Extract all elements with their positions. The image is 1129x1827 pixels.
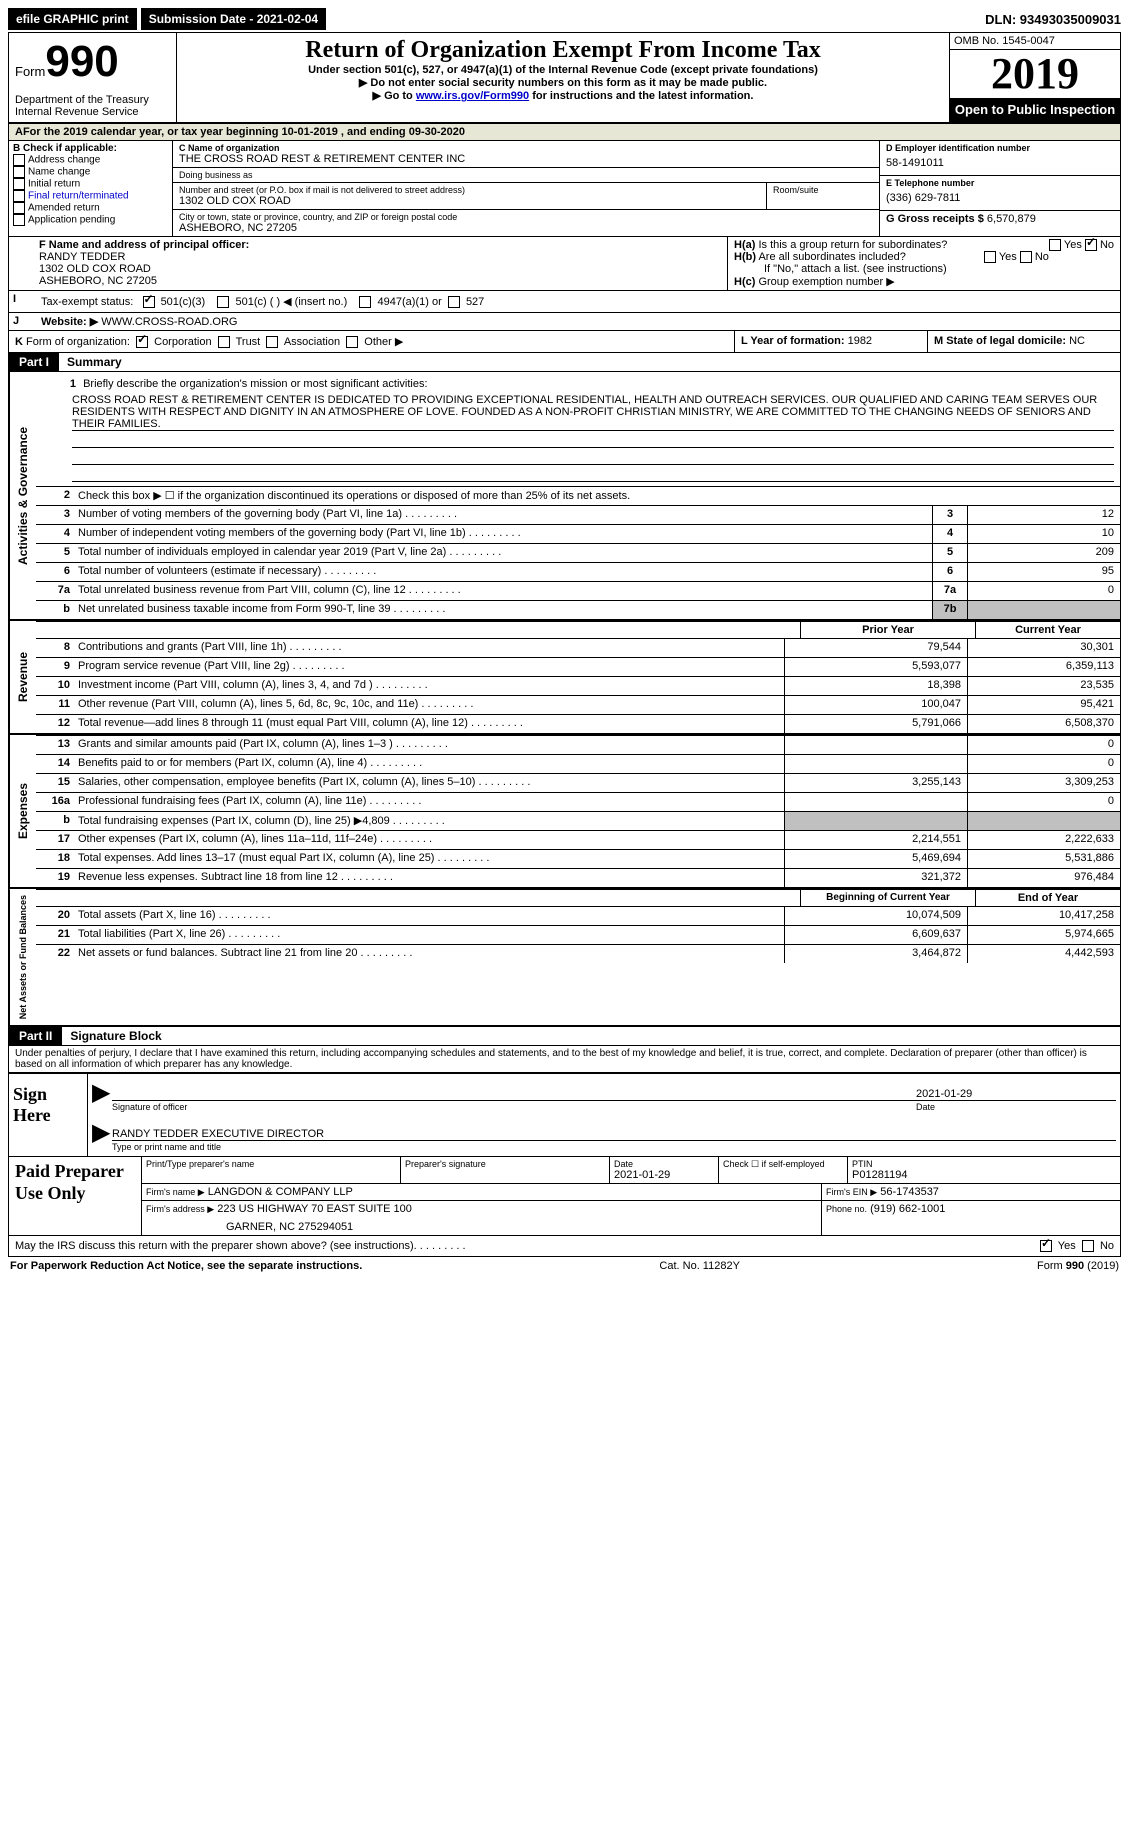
netassets-vlabel: Net Assets or Fund Balances	[9, 889, 36, 1025]
form-subtitle: Under section 501(c), 527, or 4947(a)(1)…	[181, 64, 945, 76]
top-bar: efile GRAPHIC print Submission Date - 20…	[8, 8, 1121, 30]
box-b: B Check if applicable: Address change Na…	[9, 141, 173, 236]
efile-print-btn[interactable]: efile GRAPHIC print	[8, 8, 137, 30]
activities-vlabel: Activities & Governance	[9, 372, 36, 619]
data-line: 11 Other revenue (Part VIII, column (A),…	[36, 695, 1120, 714]
data-line: 12 Total revenue—add lines 8 through 11 …	[36, 714, 1120, 733]
tax-year: 2019	[950, 50, 1120, 98]
data-line: 17 Other expenses (Part IX, column (A), …	[36, 830, 1120, 849]
inspection-label: Open to Public Inspection	[950, 98, 1120, 122]
form-org-row: K Form of organization: Corporation Trus…	[8, 331, 1121, 353]
city-cell: City or town, state or province, country…	[173, 210, 879, 236]
dln-label: DLN: 93493035009031	[985, 12, 1121, 27]
street-cell: Number and street (or P.O. box if mail i…	[173, 183, 879, 210]
phone-cell: E Telephone number (336) 629-7811	[880, 176, 1120, 211]
irs-link[interactable]: www.irs.gov/Form990	[416, 90, 529, 102]
officer-block: F Name and address of principal officer:…	[8, 236, 1121, 290]
data-line: 8 Contributions and grants (Part VIII, l…	[36, 638, 1120, 657]
form-header: Form990 Department of the Treasury Inter…	[8, 32, 1121, 124]
activities-section: Activities & Governance 1 Briefly descri…	[8, 372, 1121, 621]
expenses-vlabel: Expenses	[9, 735, 36, 887]
revenue-section: Revenue Prior Year Current Year 8 Contri…	[8, 621, 1121, 735]
omb-number: OMB No. 1545-0047	[950, 33, 1120, 50]
mission-block: 1 Briefly describe the organization's mi…	[36, 372, 1120, 486]
perjury-text: Under penalties of perjury, I declare th…	[8, 1046, 1121, 1072]
revenue-vlabel: Revenue	[9, 621, 36, 733]
netassets-header-row: Beginning of Current Year End of Year	[36, 889, 1120, 906]
summary-line: b Net unrelated business taxable income …	[36, 600, 1120, 619]
data-line: 13 Grants and similar amounts paid (Part…	[36, 735, 1120, 754]
data-line: 9 Program service revenue (Part VIII, li…	[36, 657, 1120, 676]
org-name-cell: C Name of organization THE CROSS ROAD RE…	[173, 141, 879, 168]
data-line: 15 Salaries, other compensation, employe…	[36, 773, 1120, 792]
part2-header: Part II Signature Block	[8, 1027, 1121, 1046]
revenue-header-row: Prior Year Current Year	[36, 621, 1120, 638]
ein-cell: D Employer identification number 58-1491…	[880, 141, 1120, 176]
data-line: b Total fundraising expenses (Part IX, c…	[36, 811, 1120, 830]
summary-line: 5 Total number of individuals employed i…	[36, 543, 1120, 562]
data-line: 14 Benefits paid to or for members (Part…	[36, 754, 1120, 773]
data-line: 16a Professional fundraising fees (Part …	[36, 792, 1120, 811]
submission-date-btn[interactable]: Submission Date - 2021-02-04	[141, 8, 326, 30]
period-row: A For the 2019 calendar year, or tax yea…	[8, 124, 1121, 141]
footer: For Paperwork Reduction Act Notice, see …	[8, 1257, 1121, 1275]
data-line: 22 Net assets or fund balances. Subtract…	[36, 944, 1120, 963]
data-line: 18 Total expenses. Add lines 13–17 (must…	[36, 849, 1120, 868]
identity-block: B Check if applicable: Address change Na…	[8, 141, 1121, 236]
data-line: 10 Investment income (Part VIII, column …	[36, 676, 1120, 695]
data-line: 19 Revenue less expenses. Subtract line …	[36, 868, 1120, 887]
data-line: 20 Total assets (Part X, line 16) 10,074…	[36, 906, 1120, 925]
dba-cell: Doing business as	[173, 168, 879, 183]
summary-line: 6 Total number of volunteers (estimate i…	[36, 562, 1120, 581]
summary-line: 4 Number of independent voting members o…	[36, 524, 1120, 543]
form-number: Form990	[15, 37, 170, 87]
dept-label: Department of the Treasury Internal Reve…	[15, 94, 170, 118]
gross-cell: G Gross receipts $ 6,570,879	[880, 211, 1120, 227]
netassets-section: Net Assets or Fund Balances Beginning of…	[8, 889, 1121, 1027]
discuss-row: May the IRS discuss this return with the…	[8, 1236, 1121, 1257]
tax-exempt-row: I Tax-exempt status: 501(c)(3) 501(c) ( …	[8, 290, 1121, 313]
expenses-section: Expenses 13 Grants and similar amounts p…	[8, 735, 1121, 889]
summary-line: 3 Number of voting members of the govern…	[36, 505, 1120, 524]
note-link: ▶ Go to www.irs.gov/Form990 for instruct…	[181, 89, 945, 102]
summary-line: 7a Total unrelated business revenue from…	[36, 581, 1120, 600]
website-row: J Website: ▶ WWW.CROSS-ROAD.ORG	[8, 313, 1121, 331]
part1-header: Part I Summary	[8, 353, 1121, 372]
data-line: 21 Total liabilities (Part X, line 26) 6…	[36, 925, 1120, 944]
note-ssn: ▶ Do not enter social security numbers o…	[181, 76, 945, 89]
sign-here-block: Sign Here ▶ 2021-01-29 Signature of offi…	[8, 1072, 1121, 1157]
form-title: Return of Organization Exempt From Incom…	[181, 37, 945, 64]
preparer-block: Paid Preparer Use Only Print/Type prepar…	[8, 1157, 1121, 1236]
